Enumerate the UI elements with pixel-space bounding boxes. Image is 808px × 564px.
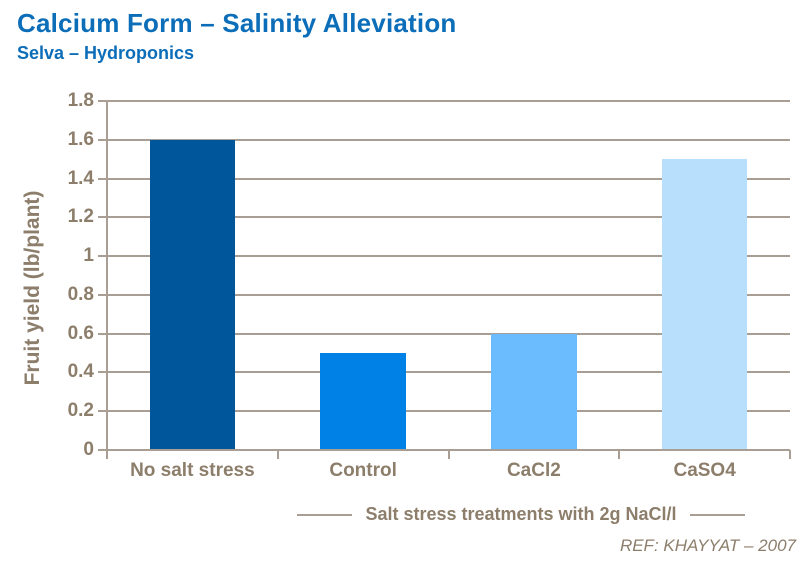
- y-axis-tick-label: 0.8: [67, 283, 94, 305]
- y-axis-tick: [98, 216, 107, 219]
- caption-right-line: [689, 513, 745, 516]
- y-axis-tick: [98, 100, 107, 102]
- y-axis-tick: [98, 293, 107, 296]
- bar-cacl2: [491, 333, 577, 450]
- chart-subtitle: Selva – Hydroponics: [17, 43, 195, 63]
- x-axis-category-label: CaCl2: [506, 460, 561, 481]
- y-axis-tick-label: 1.4: [67, 167, 94, 189]
- bar-caso4: [661, 159, 748, 450]
- y-axis-tick-label: 0.2: [67, 400, 94, 422]
- y-axis-tick: [98, 138, 107, 141]
- chart-title: Calcium Form – Salinity Alleviation: [17, 8, 457, 38]
- caption-left-line: [297, 513, 353, 516]
- gridline: [107, 100, 790, 102]
- bar-no-salt-stress: [149, 139, 236, 450]
- reference-text: REF: KHAYYAT – 2007: [619, 536, 796, 555]
- y-axis-tick: [98, 332, 107, 335]
- x-axis-baseline: [107, 449, 790, 451]
- x-axis-category-label: CaSO4: [673, 460, 736, 481]
- gridline: [107, 138, 790, 141]
- gridline: [107, 255, 790, 258]
- y-axis-tick-label: 1.2: [67, 206, 94, 228]
- gridline: [107, 177, 790, 180]
- y-axis-line: [106, 101, 108, 459]
- gridline: [107, 371, 790, 374]
- y-axis-tick-label: 1.8: [67, 90, 94, 111]
- y-axis-tick: [98, 255, 107, 258]
- y-axis-tick-label: 1.6: [67, 128, 94, 150]
- x-axis-tick: [276, 450, 279, 459]
- y-axis-tick: [98, 177, 107, 180]
- x-axis-category-label: Control: [329, 460, 397, 481]
- x-axis-labels: No salt stress Control CaCl2 CaSO4: [107, 460, 790, 482]
- y-axis-tick-label: 1: [83, 245, 94, 267]
- gridline: [107, 293, 790, 296]
- gridline: [107, 332, 790, 335]
- x-axis-caption-text: Salt stress treatments with 2g NaCl/l: [365, 504, 677, 524]
- y-axis-tick: [98, 371, 107, 374]
- x-axis-tick: [618, 450, 621, 459]
- y-axis-tick: [98, 449, 107, 451]
- bar-control: [320, 353, 406, 450]
- y-axis-title: Fruit yield (lb/plant): [21, 190, 44, 386]
- gridline: [107, 216, 790, 219]
- y-axis-tick-label: 0.4: [67, 361, 94, 383]
- x-axis-tick: [447, 450, 450, 459]
- y-axis-tick-label: 0: [83, 439, 94, 460]
- x-axis-category-label: No salt stress: [130, 460, 255, 481]
- x-axis-tick: [789, 450, 791, 459]
- y-axis-tick-label: 0.6: [67, 322, 94, 344]
- y-axis-tick: [98, 410, 107, 413]
- x-axis-caption: Salt stress treatments with 2g NaCl/l: [252, 504, 790, 525]
- plot-area: 0 0.2 0.4 0.6 0.8 1 1.2 1.4 1.6 1.8: [68, 90, 791, 460]
- gridline: [107, 410, 790, 413]
